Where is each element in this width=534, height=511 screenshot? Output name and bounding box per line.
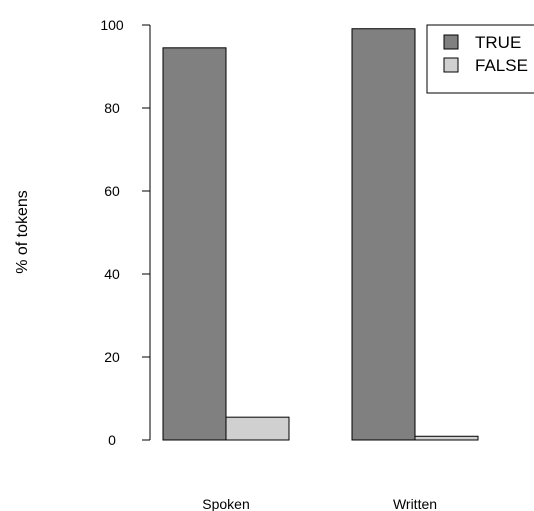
y-tick-label: 100: [100, 17, 124, 33]
legend-swatch-false: [443, 57, 459, 73]
y-tick-label: 60: [104, 183, 120, 199]
legend-label-true: TRUE: [475, 33, 521, 52]
bar-true-spoken: [162, 47, 227, 441]
x-category-label: Spoken: [202, 496, 249, 511]
bar-true-written: [351, 28, 416, 441]
y-axis: 0 20 40 60 80 100: [100, 17, 151, 448]
legend-label-false: FALSE: [475, 56, 528, 75]
y-tick-label: 20: [104, 349, 120, 365]
x-category-label: Written: [393, 496, 437, 511]
bar-false-written: [414, 435, 479, 441]
bar-false-spoken: [225, 416, 290, 441]
bars: [162, 28, 479, 441]
legend[interactable]: TRUE FALSE: [426, 24, 534, 94]
legend-swatch-true: [443, 34, 459, 50]
y-tick-label: 0: [108, 432, 116, 448]
y-tick-label: 80: [104, 100, 120, 116]
y-tick-label: 40: [104, 266, 120, 282]
category-labels: Spoken Written: [202, 496, 437, 511]
y-axis-title: % of tokens: [14, 190, 31, 274]
